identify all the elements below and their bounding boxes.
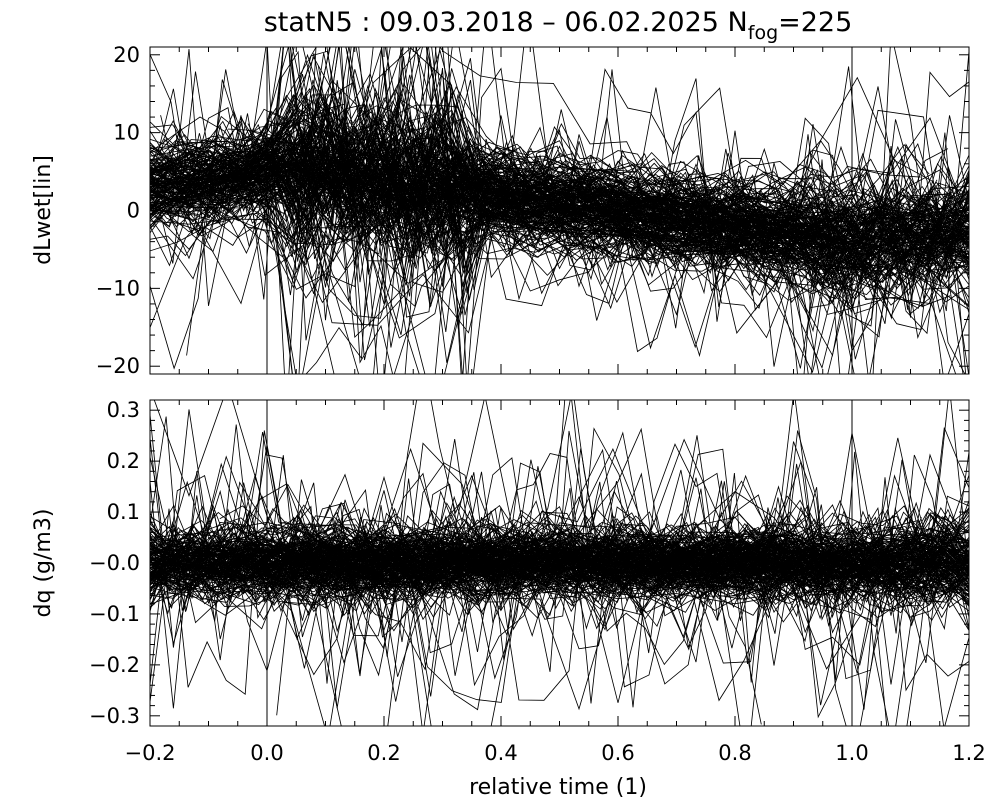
bottom-traces <box>150 356 969 800</box>
chart-title-main: statN5 : 09.03.2018 – 06.02.2025 N <box>264 7 748 38</box>
top-y-tick-label: 0 <box>127 199 140 223</box>
bottom-y-tick-label: 0.3 <box>107 398 140 422</box>
bottom-y-tick-label: −0.1 <box>89 602 140 626</box>
x-axis-label: relative time (1) <box>469 775 647 800</box>
chart-title-subscript: fog <box>748 22 778 44</box>
chart-title-suffix: =225 <box>778 7 852 38</box>
bottom-y-axis-label: dq (g/m3) <box>31 509 56 618</box>
x-tick-label: 0.2 <box>367 741 400 765</box>
x-tick-label: 0.0 <box>250 741 283 765</box>
bottom-y-tick-label: 0.2 <box>107 449 140 473</box>
x-tick-label: 1.0 <box>835 741 868 765</box>
x-tick-label: 0.8 <box>718 741 751 765</box>
bottom-y-tick-label: −0.0 <box>89 551 140 575</box>
top-traces <box>150 8 969 413</box>
top-y-tick-label: −20 <box>96 354 140 378</box>
chart-title: statN5 : 09.03.2018 – 06.02.2025 Nfog=22… <box>264 7 853 44</box>
top-y-tick-label: −10 <box>96 276 140 300</box>
x-tick-label: 0.4 <box>484 741 517 765</box>
top-y-tick-label: 10 <box>113 121 140 145</box>
bottom-trace-group <box>150 356 969 800</box>
bottom-y-tick-label: −0.3 <box>89 704 140 728</box>
bottom-y-tick-label: −0.2 <box>89 653 140 677</box>
top-y-tick-label: 20 <box>113 43 140 67</box>
top-y-axis-label: dLwet[lin] <box>31 155 56 265</box>
bottom-y-tick-label: 0.1 <box>107 500 140 524</box>
x-tick-label: −0.2 <box>125 741 176 765</box>
top-panel: −20 −10 0 10 20 dLwet[lin] <box>31 8 969 413</box>
bottom-panel: −0.2 0.0 0.2 0.4 0.6 0.8 1.0 1.2 −0.3 −0.2 −0.1 −0.… <box>31 356 986 800</box>
x-tick-label: 0.6 <box>601 741 634 765</box>
top-trace-group <box>150 8 969 413</box>
x-tick-label: 1.2 <box>952 741 985 765</box>
